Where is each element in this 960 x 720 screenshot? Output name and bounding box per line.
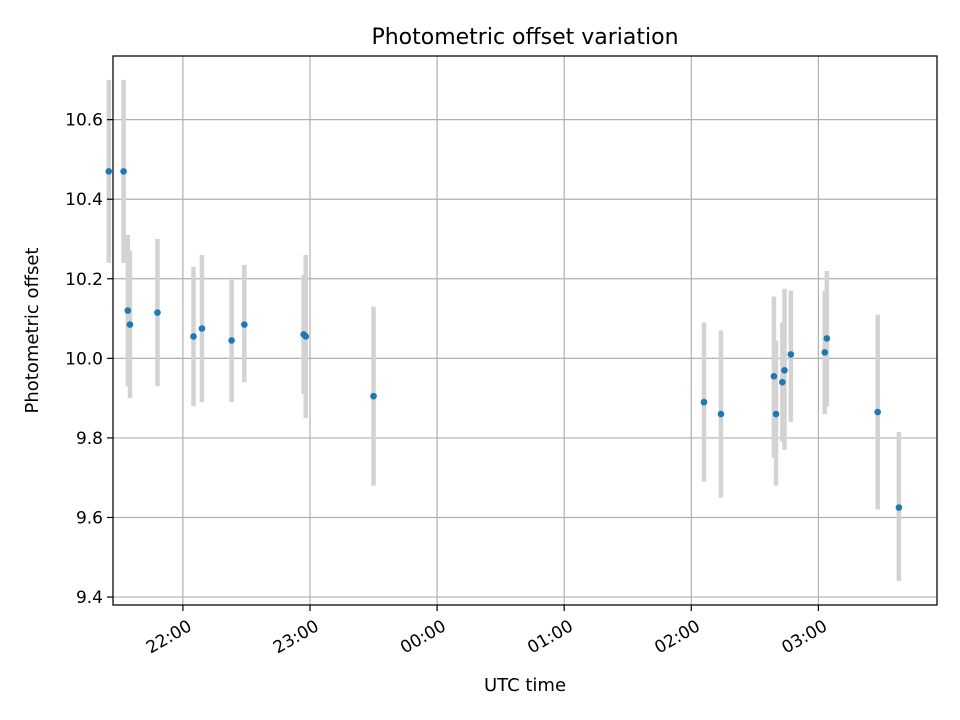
data-point: [700, 398, 708, 406]
x-axis-title: UTC time: [484, 675, 566, 696]
data-points: [105, 168, 903, 511]
data-point: [126, 321, 134, 328]
data-point: [717, 410, 725, 418]
data-point: [190, 333, 197, 340]
data-point: [874, 408, 881, 416]
data-point: [120, 168, 127, 175]
data-point: [154, 309, 161, 316]
y-axis-ticks: 9.4 9.6 9.8 10.0 10.2 10.4 10.6: [65, 111, 113, 608]
data-point: [370, 392, 377, 400]
data-point: [124, 307, 132, 314]
data-point: [302, 333, 310, 340]
data-point: [823, 335, 831, 342]
data-point: [228, 337, 235, 344]
grid: [113, 56, 937, 605]
y-tick-label: 9.4: [76, 588, 103, 608]
y-tick-label: 10.4: [65, 190, 103, 210]
y-tick-label: 9.6: [76, 508, 103, 528]
plot-area-frame: [112, 55, 938, 606]
y-tick-label: 10.2: [65, 270, 103, 290]
y-tick-label: 10.6: [65, 111, 103, 131]
y-axis-title: Photometric offset: [22, 248, 43, 414]
data-point: [781, 366, 788, 374]
data-point: [770, 372, 778, 380]
data-point: [105, 168, 113, 175]
data-point: [241, 321, 248, 328]
y-tick-label: 9.8: [76, 429, 103, 449]
data-point: [198, 325, 206, 332]
y-tick-label: 10.0: [65, 349, 103, 369]
data-point: [895, 504, 903, 511]
chart-title: Photometric offset variation: [371, 25, 678, 50]
data-point: [779, 378, 786, 386]
data-point: [772, 410, 780, 418]
data-point: [821, 349, 829, 356]
data-point: [787, 351, 795, 358]
